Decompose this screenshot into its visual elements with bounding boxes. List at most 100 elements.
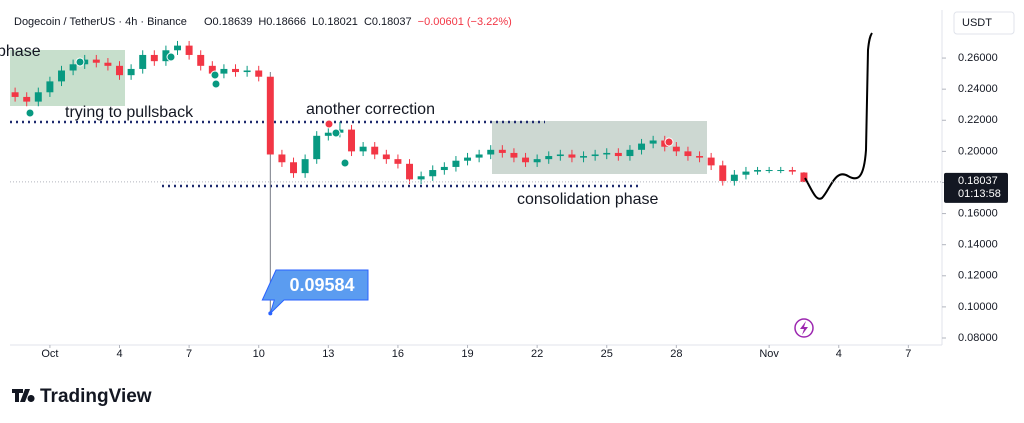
candle-body — [498, 149, 506, 153]
candle-body — [777, 170, 785, 172]
y-tick-label: 0.10000 — [958, 301, 998, 313]
candle-body — [440, 166, 448, 171]
candle-body — [707, 157, 715, 166]
y-tick-label: 0.26000 — [958, 52, 998, 64]
candle-body — [464, 157, 472, 161]
candle-body — [58, 70, 65, 82]
candle-body — [730, 174, 738, 181]
candle-body — [359, 146, 367, 152]
x-tick-label: 13 — [322, 348, 334, 360]
candle-body — [278, 154, 286, 163]
x-tick-label: 25 — [601, 348, 613, 360]
x-tick-label: 4 — [116, 348, 122, 360]
annotation: another correction — [306, 101, 435, 118]
candle-body — [185, 45, 193, 55]
candle-body — [220, 68, 228, 74]
x-tick-label: 16 — [392, 348, 404, 360]
annotation: consolidation phase — [517, 191, 659, 208]
candle-body — [150, 54, 158, 62]
candle-body — [522, 157, 530, 163]
candle-body — [696, 156, 704, 158]
y-tick-label: 0.14000 — [958, 239, 998, 251]
candle-body — [487, 149, 495, 155]
x-tick-label: 7 — [186, 348, 192, 360]
candle-body — [591, 154, 599, 157]
candle-body — [394, 159, 402, 164]
candle-body — [348, 129, 356, 152]
candle-body — [174, 45, 181, 51]
candle-body — [34, 92, 42, 102]
ohlc-value: C0.18037 — [364, 16, 412, 28]
y-tick-label: 0.20000 — [958, 145, 998, 157]
last-price-label: 0.18037 — [958, 175, 998, 187]
signal-dot — [211, 79, 221, 89]
candle-body — [243, 70, 251, 73]
signal-dot — [210, 70, 220, 80]
candle-body — [568, 154, 576, 158]
candle-body — [92, 59, 100, 63]
candle-body — [580, 156, 588, 158]
y-tick-label: 0.24000 — [958, 83, 998, 95]
candle-body — [104, 62, 112, 66]
candle-body — [69, 64, 77, 71]
ohlc-header: O0.18639 H0.18666 L0.18021 C0.18037 −0.00601… — [204, 16, 512, 28]
candle-body — [800, 172, 808, 182]
candle-body — [382, 154, 390, 160]
x-tick-label: 28 — [670, 348, 682, 360]
candle-body — [208, 65, 216, 74]
candle-body — [765, 170, 773, 172]
candle-body — [417, 176, 425, 180]
phase-box — [10, 50, 125, 106]
candle-body — [545, 156, 553, 160]
x-tick-label: 4 — [836, 348, 842, 360]
candle-body — [638, 143, 646, 150]
candle-body — [452, 160, 460, 167]
x-tick-label: 22 — [531, 348, 543, 360]
event-icon[interactable] — [794, 318, 814, 338]
signal-dot — [324, 119, 334, 129]
x-tick-label: Nov — [759, 348, 779, 360]
currency-box — [953, 11, 1015, 35]
candle-body — [371, 146, 379, 155]
candle-body — [614, 152, 622, 157]
consolidation-box — [492, 121, 707, 174]
ohlc-value: H0.18666 — [258, 16, 306, 28]
candle-body — [232, 68, 239, 73]
x-tick-label: Oct — [41, 348, 58, 360]
candle-body — [429, 170, 437, 177]
candle-body — [533, 159, 541, 163]
ohlc-value: −0.00601 (−3.22%) — [418, 16, 512, 28]
candle-body — [742, 171, 750, 175]
candle-body — [313, 135, 321, 160]
symbol-title: Dogecoin / TetherUS · 4h · Binance — [14, 16, 187, 28]
candle-body — [46, 81, 54, 93]
brand-logo — [12, 389, 35, 402]
candle-body — [556, 154, 564, 157]
candle-body — [672, 146, 680, 152]
signal-dot — [166, 52, 176, 62]
y-tick-label: 0.12000 — [958, 270, 998, 282]
x-tick-label: 19 — [461, 348, 473, 360]
callout-label: 0.09584 — [289, 275, 354, 295]
candle-body — [23, 96, 31, 102]
candle-body — [11, 92, 19, 97]
brand: TradingView — [40, 386, 152, 407]
signal-dot — [75, 57, 85, 67]
candle-body — [139, 54, 147, 69]
candle-body — [788, 170, 796, 172]
candle-body — [603, 152, 611, 155]
candle-body — [290, 162, 298, 174]
currency: USDT — [962, 17, 992, 29]
callout-box — [261, 269, 369, 316]
signal-dot — [331, 128, 341, 138]
signal-dot — [340, 158, 350, 168]
candle-body — [661, 140, 669, 147]
candle-body — [81, 59, 89, 65]
candle-body — [475, 154, 483, 158]
candle-body — [649, 140, 657, 144]
plot — [11, 40, 808, 314]
candle-body — [255, 70, 263, 77]
candle-body — [626, 149, 634, 157]
